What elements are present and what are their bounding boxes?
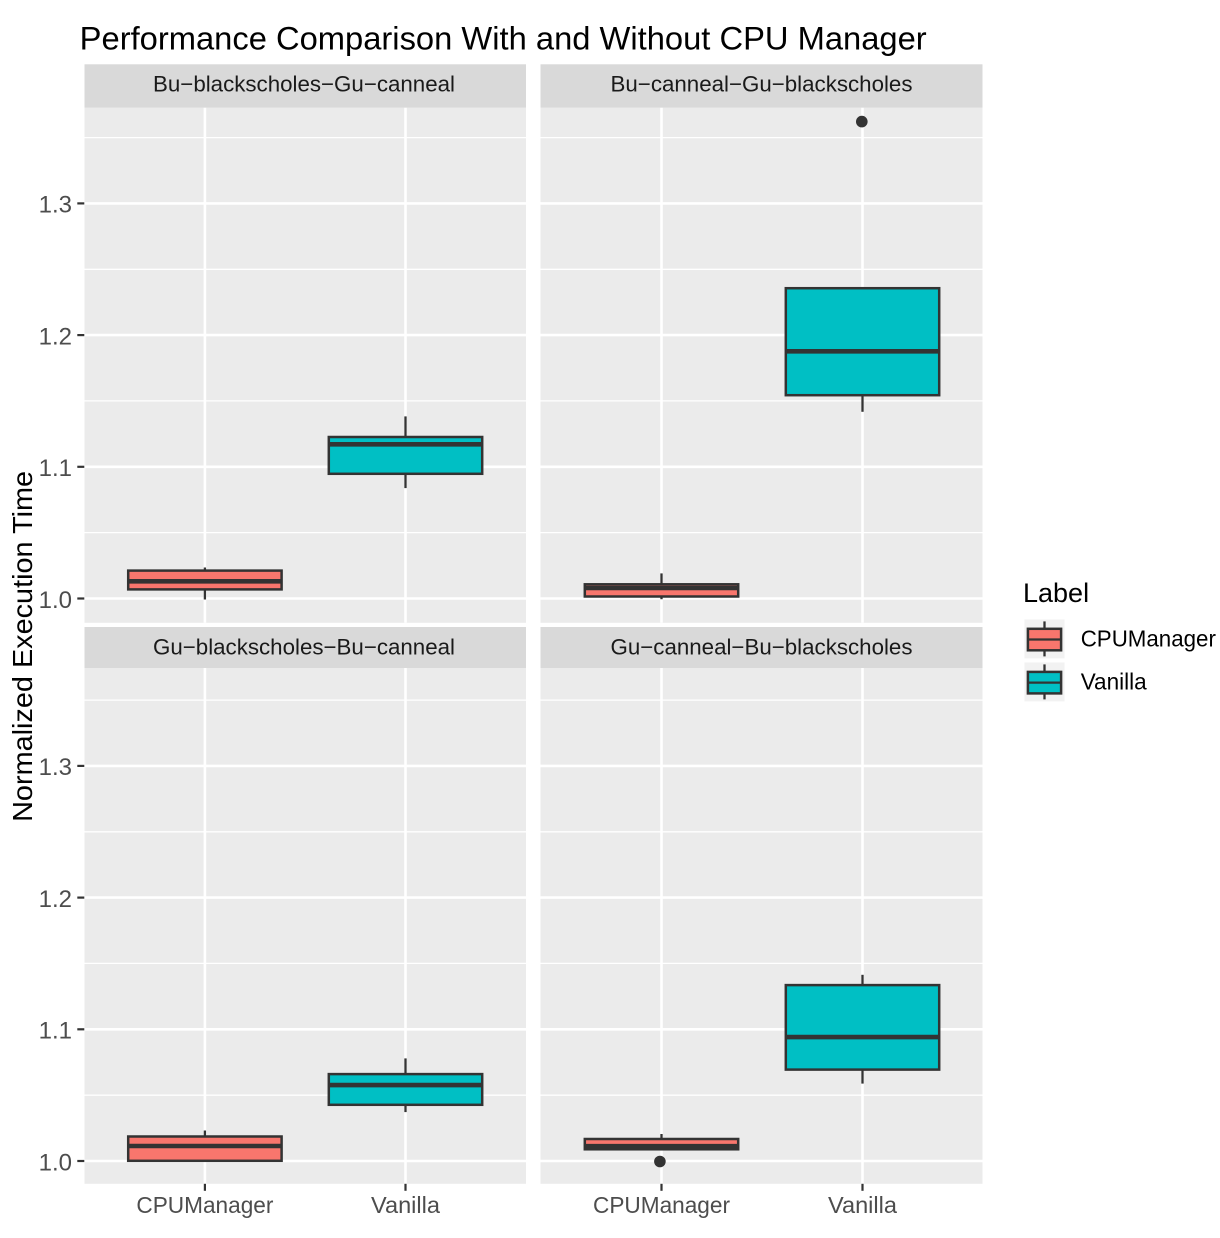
svg-text:Vanilla: Vanilla — [1081, 669, 1147, 695]
svg-text:Bu−blackscholes−Gu−canneal: Bu−blackscholes−Gu−canneal — [153, 72, 455, 97]
svg-text:1.3: 1.3 — [39, 192, 72, 219]
svg-text:Vanilla: Vanilla — [828, 1192, 897, 1218]
svg-text:Normalized Execution Time: Normalized Execution Time — [7, 471, 38, 822]
svg-text:Performance Comparison With an: Performance Comparison With and Without … — [80, 21, 927, 57]
svg-text:Bu−canneal−Gu−blackscholes: Bu−canneal−Gu−blackscholes — [611, 72, 913, 97]
svg-text:CPUManager: CPUManager — [593, 1192, 730, 1218]
svg-text:CPUManager: CPUManager — [136, 1192, 273, 1218]
svg-text:1.2: 1.2 — [39, 886, 72, 913]
svg-text:Vanilla: Vanilla — [371, 1192, 440, 1218]
svg-text:1.3: 1.3 — [39, 754, 72, 781]
svg-text:Gu−canneal−Bu−blackscholes: Gu−canneal−Bu−blackscholes — [611, 635, 913, 660]
svg-text:Label: Label — [1023, 578, 1089, 608]
svg-text:1.2: 1.2 — [39, 323, 72, 350]
svg-text:1.1: 1.1 — [39, 1018, 72, 1045]
svg-text:Gu−blackscholes−Bu−canneal: Gu−blackscholes−Bu−canneal — [153, 635, 455, 660]
svg-text:1.0: 1.0 — [39, 1149, 72, 1176]
svg-text:CPUManager: CPUManager — [1081, 626, 1217, 652]
svg-text:1.0: 1.0 — [39, 587, 72, 614]
svg-text:1.1: 1.1 — [39, 455, 72, 482]
